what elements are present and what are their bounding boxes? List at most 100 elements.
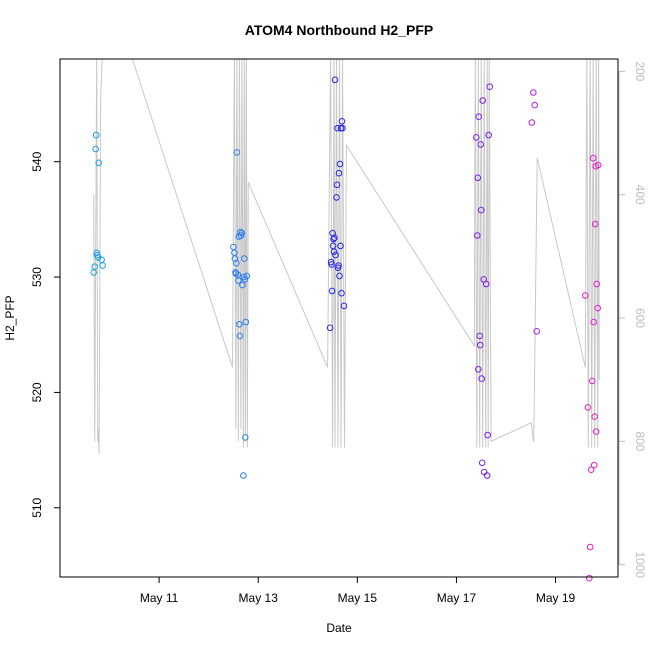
data-point xyxy=(330,248,338,255)
plot-frame xyxy=(59,58,619,578)
data-point xyxy=(327,258,335,266)
data-point xyxy=(480,468,488,476)
data-point xyxy=(331,234,338,242)
data-point xyxy=(590,318,598,326)
data-point xyxy=(239,281,246,289)
data-point xyxy=(473,134,480,141)
x-tick-label: May 17 xyxy=(437,591,477,605)
data-point xyxy=(331,76,339,84)
data-point xyxy=(238,229,246,237)
data-point xyxy=(338,289,345,297)
data-point xyxy=(91,263,98,271)
data-point xyxy=(242,318,250,326)
secondary-tick-label: 600 xyxy=(633,308,647,328)
data-point xyxy=(336,272,343,280)
secondary-tick-label: 200 xyxy=(633,61,647,81)
data-point xyxy=(95,159,102,167)
data-point xyxy=(330,235,337,243)
data-point xyxy=(242,434,249,441)
data-point xyxy=(335,262,342,269)
data-point xyxy=(533,328,541,335)
data-point xyxy=(483,472,491,479)
y-tick-label: 510 xyxy=(30,497,44,517)
data-point xyxy=(476,332,484,340)
data-point xyxy=(475,366,482,373)
data-point xyxy=(589,154,597,162)
data-point xyxy=(335,169,343,177)
data-point xyxy=(478,375,486,382)
data-point xyxy=(531,101,539,109)
scatter-points xyxy=(90,76,602,582)
y-axis: 510 520 530 540 xyxy=(30,151,60,518)
data-point xyxy=(484,431,492,439)
data-point xyxy=(337,242,344,250)
data-point xyxy=(582,292,589,299)
data-point xyxy=(240,472,247,479)
data-point xyxy=(594,304,602,312)
x-tick-label: May 11 xyxy=(140,591,179,605)
data-point xyxy=(476,341,484,349)
right-axis-line-series xyxy=(93,59,600,454)
data-point xyxy=(336,160,344,168)
data-point xyxy=(591,220,599,228)
data-point xyxy=(233,149,241,156)
data-point xyxy=(477,141,485,148)
data-point xyxy=(482,280,490,288)
data-point xyxy=(333,181,341,189)
data-point xyxy=(243,272,251,280)
data-point xyxy=(332,251,339,259)
data-point xyxy=(588,377,596,385)
x-tick-label: May 15 xyxy=(338,591,378,605)
data-point xyxy=(486,83,494,90)
data-point xyxy=(334,124,341,132)
data-point xyxy=(241,276,249,283)
data-point xyxy=(586,574,593,582)
data-point xyxy=(340,302,348,310)
data-point xyxy=(339,124,346,132)
x-tick-label: May 19 xyxy=(536,591,576,605)
data-point xyxy=(477,206,485,214)
data-point xyxy=(333,194,340,201)
y-axis-label: H2_PFP xyxy=(3,295,17,340)
data-point xyxy=(593,280,601,288)
data-point xyxy=(475,113,483,120)
data-point xyxy=(236,321,243,328)
data-point xyxy=(231,255,239,262)
data-point xyxy=(92,145,99,153)
secondary-tick-label: 400 xyxy=(633,185,647,205)
secondary-tick-label: 800 xyxy=(633,431,647,451)
data-point xyxy=(237,228,244,236)
data-point xyxy=(591,413,599,420)
data-point xyxy=(478,459,486,467)
data-point xyxy=(479,97,487,104)
y-tick-label: 540 xyxy=(30,151,44,171)
secondary-y-axis: 200 400 600 800 1000 xyxy=(618,61,647,578)
data-point xyxy=(586,543,594,551)
data-point xyxy=(528,119,536,126)
data-point xyxy=(241,255,248,262)
data-point xyxy=(530,89,537,96)
x-axis-label: Date xyxy=(326,621,352,635)
chart-title: ATOM4 Northbound H2_PFP xyxy=(245,22,433,38)
data-point xyxy=(485,131,493,139)
series-line xyxy=(93,59,600,454)
x-tick-label: May 13 xyxy=(239,591,279,605)
data-point xyxy=(590,461,598,469)
data-point xyxy=(587,466,595,474)
y-tick-label: 530 xyxy=(30,267,44,287)
data-point xyxy=(233,259,240,267)
secondary-tick-label: 1000 xyxy=(633,551,647,578)
data-point xyxy=(235,277,242,284)
data-point xyxy=(338,118,346,125)
data-point xyxy=(592,428,600,435)
data-point xyxy=(328,287,336,295)
y-tick-label: 520 xyxy=(30,382,44,402)
data-point xyxy=(474,232,481,239)
data-point xyxy=(236,332,244,340)
data-point xyxy=(474,174,482,182)
data-point xyxy=(92,131,100,139)
x-axis: May 11 May 13 May 15 May 17 May 19 xyxy=(140,577,576,605)
data-point xyxy=(99,262,106,269)
data-point xyxy=(594,161,602,169)
